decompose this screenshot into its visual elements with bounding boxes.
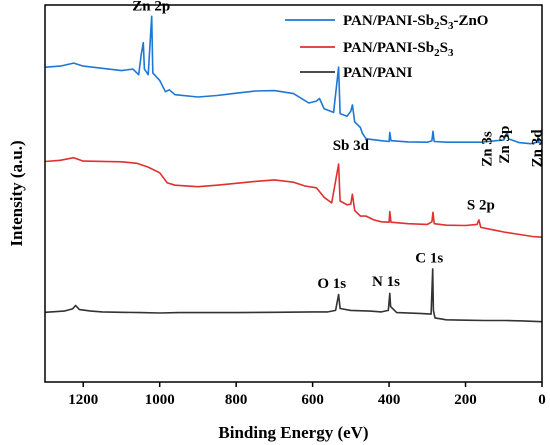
peak-label: S 2p: [467, 197, 495, 213]
x-tick-label: 800: [225, 392, 248, 408]
legend: PAN/PANI-Sb2S3-ZnO PAN/PANI-Sb2S3 PAN/PANI: [285, 13, 488, 81]
peak-annotations: Zn 2p Sb 3d S 2p O 1s N 1s C 1s Zn 3s Zn 3p Zn 3…: [132, 0, 545, 292]
x-tick-label: 600: [301, 392, 324, 408]
x-axis-title: Binding Energy (eV): [218, 423, 368, 442]
peak-label: Zn 3p: [497, 126, 513, 164]
peak-label: O 1s: [317, 276, 346, 292]
peak-label: C 1s: [415, 250, 443, 266]
x-tick-label: 1200: [68, 392, 98, 408]
x-tick-label: 1000: [145, 392, 175, 408]
axes: 1200 1000 800 600 400 200 0: [44, 4, 546, 408]
series-layer: [44, 15, 543, 323]
legend-entry: PAN/PANI: [343, 65, 413, 81]
y-axis-title: Intensity (a.u.): [7, 140, 26, 246]
plot-frame: [44, 4, 543, 383]
peak-label: Zn 3d: [529, 129, 545, 168]
legend-entry: PAN/PANI-Sb2S3: [343, 40, 454, 59]
peak-label: Zn 2p: [132, 0, 170, 15]
series-line-3: [44, 268, 543, 323]
peak-label: Zn 3s: [480, 131, 496, 167]
x-tick-label: 200: [454, 392, 477, 408]
x-tick-label: 0: [538, 392, 546, 408]
series-line-1: [44, 15, 543, 145]
legend-entry: PAN/PANI-Sb2S3-ZnO: [343, 13, 488, 32]
series-line-2: [44, 156, 543, 238]
peak-label: Sb 3d: [333, 138, 370, 154]
x-tick-label: 400: [378, 392, 401, 408]
peak-label: N 1s: [372, 274, 400, 290]
